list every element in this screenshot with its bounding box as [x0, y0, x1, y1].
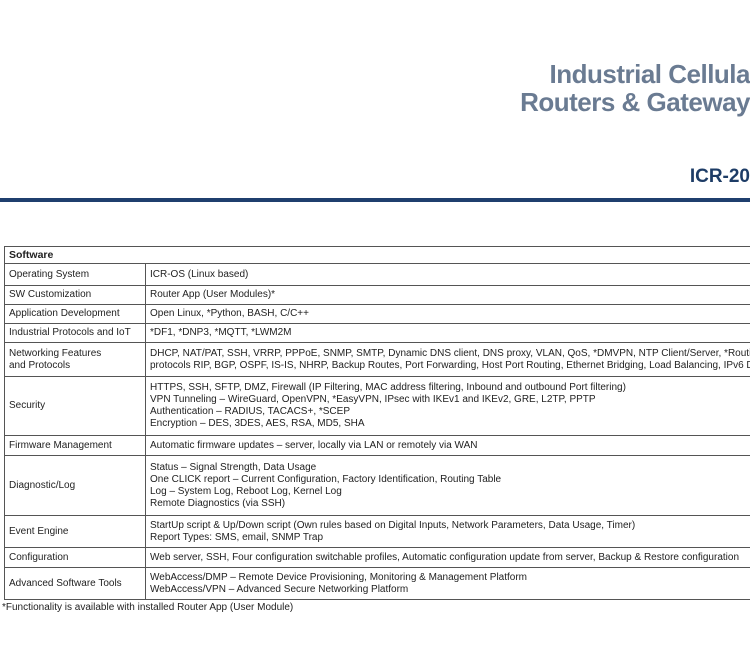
detail-line: Authentication – RADIUS, TACACS+, *SCEP: [150, 406, 350, 417]
label-line: SW Customization: [9, 289, 92, 300]
label-line: Security: [9, 400, 46, 411]
spec-details: Status – Signal Strength, Data Usage One …: [145, 455, 750, 516]
label-line: Event Engine: [9, 525, 69, 537]
label-line: Networking Features: [9, 347, 102, 359]
spec-label: Networking Features and Protocols: [4, 342, 146, 377]
spec-row: Security HTTPS, SSH, SFTP, DMZ, Firewall …: [4, 376, 750, 436]
spec-label: SW Customization: [4, 285, 146, 305]
footnote: *Functionality is available with install…: [2, 602, 294, 613]
spec-label: Security: [4, 376, 146, 436]
spec-details: HTTPS, SSH, SFTP, DMZ, Firewall (IP Filt…: [145, 376, 750, 436]
detail-line: protocols RIP, BGP, OSPF, IS-IS, NHRP, B…: [150, 359, 750, 371]
detail-line: Report Types: SMS, email, SNMP Trap: [150, 531, 324, 543]
spec-details: Web server, SSH, Four configuration swit…: [145, 547, 750, 568]
spec-details: *DF1, *DNP3, *MQTT, *LWM2M: [145, 323, 750, 343]
detail-line: Automatic firmware updates – server, loc…: [150, 439, 478, 451]
spec-row: Networking Features and Protocols DHCP, NA…: [4, 342, 750, 377]
detail-line: Web server, SSH, Four configuration swit…: [150, 551, 739, 563]
label-line: Configuration: [9, 551, 69, 563]
spec-details: Router App (User Modules)*: [145, 285, 750, 305]
model: ICR-20: [689, 166, 750, 187]
spec-table: Software Operating System ICR-OS (Linux b…: [4, 246, 750, 600]
label-line: and Protocols: [9, 359, 71, 371]
detail-line: WebAccess/DMP – Remote Device Provisioni…: [150, 571, 528, 583]
table-wrap: Software Operating System ICR-OS (Linux b…: [4, 246, 750, 600]
detail-line: DHCP, NAT/PAT, SSH, VRRP, PPPoE, SNMP, S…: [150, 347, 750, 359]
spec-row: Application Development Open Linux, *Pyth…: [4, 304, 750, 324]
detail-line: WebAccess/VPN – Advanced Secure Networki…: [150, 583, 409, 595]
spec-details: ICR-OS (Linux based): [145, 263, 750, 286]
spec-row: Operating System ICR-OS (Linux based): [4, 263, 750, 286]
detail-line: StartUp script & Up/Down script (Own rul…: [150, 519, 636, 531]
spec-label: Configuration: [4, 547, 146, 568]
spec-label: Operating System: [4, 263, 146, 286]
spec-row: SW Customization Router App (User Modules…: [4, 285, 750, 305]
spec-details: Open Linux, *Python, BASH, C/C++: [145, 304, 750, 324]
label-line: Diagnostic/Log: [9, 479, 76, 491]
spec-details: WebAccess/DMP – Remote Device Provisioni…: [145, 567, 750, 600]
detail-line: ICR-OS (Linux based): [150, 268, 249, 280]
detail-line: Router App (User Modules)*: [150, 289, 276, 300]
heading-row: Software: [4, 246, 750, 264]
label-line: Firmware Management: [9, 439, 112, 451]
spec-details: Automatic firmware updates – server, loc…: [145, 435, 750, 456]
title-line: Industrial Cellula: [549, 59, 750, 89]
detail-line: Log – System Log, Reboot Log, Kernel Log: [150, 485, 342, 497]
detail-line: Status – Signal Strength, Data Usage: [150, 461, 317, 473]
spec-row: Diagnostic/Log Status – Signal Strength, …: [4, 455, 750, 516]
spec-details: StartUp script & Up/Down script (Own rul…: [145, 515, 750, 548]
detail-line: Open Linux, *Python, BASH, C/C++: [150, 308, 309, 319]
detail-line: VPN Tunneling – WireGuard, OpenVPN, *Eas…: [150, 394, 596, 405]
spec-row: Industrial Protocols and IoT *DF1, *DNP3,…: [4, 323, 750, 343]
title: Industrial Cellula Routers & Gateway: [520, 60, 750, 116]
title-line: Routers & Gateway: [520, 87, 750, 117]
detail-line: HTTPS, SSH, SFTP, DMZ, Firewall (IP Filt…: [150, 382, 626, 393]
label-line: Operating System: [9, 268, 90, 280]
spec-row: Firmware Management Automatic firmware up…: [4, 435, 750, 456]
spec-label: Event Engine: [4, 515, 146, 548]
spec-details: DHCP, NAT/PAT, SSH, VRRP, PPPoE, SNMP, S…: [145, 342, 750, 377]
table-heading: Software: [4, 246, 750, 264]
spec-label: Application Development: [4, 304, 146, 324]
detail-line: *DF1, *DNP3, *MQTT, *LWM2M: [150, 327, 292, 338]
spec-row: Event Engine StartUp script & Up/Down scr…: [4, 515, 750, 548]
spec-label: Diagnostic/Log: [4, 455, 146, 516]
spec-label: Advanced Software Tools: [4, 567, 146, 600]
label-line: Advanced Software Tools: [9, 577, 122, 589]
label-line: Application Development: [9, 308, 120, 319]
detail-line: Remote Diagnostics (via SSH): [150, 497, 286, 509]
detail-line: Encryption – DES, 3DES, AES, RSA, MD5, S…: [150, 418, 365, 429]
spec-label: Industrial Protocols and IoT: [4, 323, 146, 343]
label-line: Industrial Protocols and IoT: [9, 327, 131, 338]
detail-line: One CLICK report – Current Configuration…: [150, 473, 502, 485]
divider: [0, 198, 750, 202]
spec-label: Firmware Management: [4, 435, 146, 456]
spec-row: Advanced Software Tools WebAccess/DMP – R…: [4, 567, 750, 600]
spec-row: Configuration Web server, SSH, Four confi…: [4, 547, 750, 568]
